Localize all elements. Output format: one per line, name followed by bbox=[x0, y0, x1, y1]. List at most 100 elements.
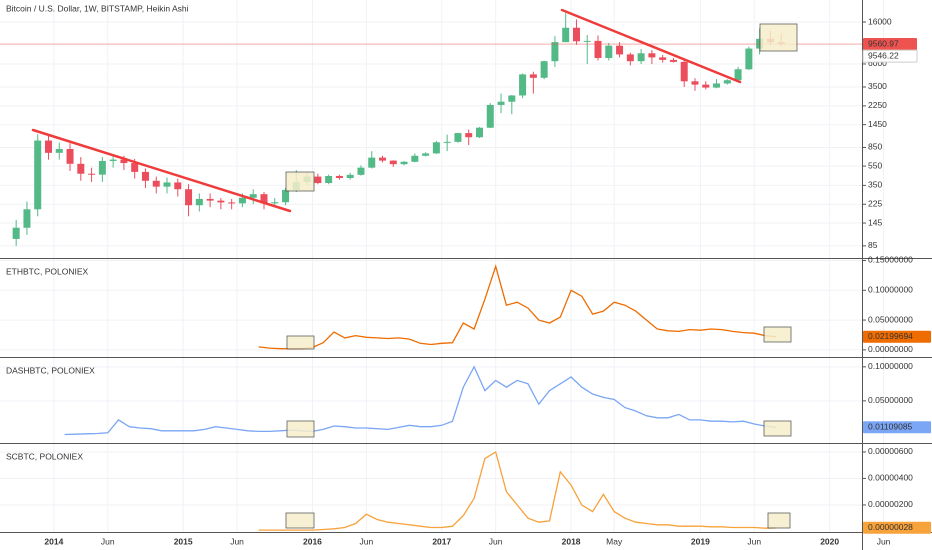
pane-title: Bitcoin / U.S. Dollar, 1W, BITSTAMP, Hei… bbox=[6, 3, 189, 13]
highlight-box bbox=[767, 512, 791, 529]
trend-line bbox=[31, 128, 292, 213]
y-tick-label: 0.00000400 bbox=[868, 473, 913, 483]
y-tick-label: 550 bbox=[868, 160, 882, 170]
candle-body bbox=[228, 202, 236, 204]
y-tick-label: 0.00000600 bbox=[868, 446, 913, 456]
y-tick-label: 0.05000000 bbox=[868, 395, 913, 405]
candle-body bbox=[368, 157, 376, 168]
candle-body bbox=[691, 81, 699, 85]
candle-body bbox=[238, 197, 246, 204]
price-badge bbox=[863, 38, 917, 51]
y-tick-label: 0.00000200 bbox=[868, 499, 913, 509]
highlight-box bbox=[285, 171, 315, 192]
candle-body bbox=[131, 163, 139, 172]
x-tick-label: 2016 bbox=[303, 536, 322, 546]
y-tick-label: 2250 bbox=[868, 100, 887, 110]
candle-body bbox=[626, 54, 634, 62]
candle-body bbox=[379, 157, 387, 161]
series-line bbox=[258, 450, 776, 531]
x-tick-label: Jun bbox=[489, 536, 503, 546]
candle-body bbox=[497, 101, 505, 105]
candle-body bbox=[325, 176, 333, 184]
candle-body bbox=[389, 160, 397, 165]
candle-body bbox=[206, 198, 214, 201]
candle-body bbox=[12, 227, 20, 239]
y-tick-label: 0.00000000 bbox=[868, 344, 913, 354]
candle-body bbox=[249, 194, 257, 198]
label-layer: 2014 Jun 2015 Jun 2016 Jun 2017 Jun 2018 May 2019 J… bbox=[6, 3, 931, 546]
candle-body bbox=[346, 174, 354, 179]
candle-body bbox=[260, 194, 268, 204]
candle-body bbox=[217, 200, 225, 203]
candle-body bbox=[529, 74, 537, 78]
candle-body bbox=[34, 140, 42, 210]
candle-body bbox=[44, 140, 52, 153]
candle-body bbox=[734, 69, 742, 81]
y-tick-label: 350 bbox=[868, 180, 882, 190]
candle-body bbox=[422, 153, 430, 156]
candle-body bbox=[432, 142, 440, 154]
candle-body bbox=[152, 180, 160, 187]
candle-body bbox=[605, 45, 613, 58]
candle-body bbox=[583, 40, 591, 42]
candle-body bbox=[23, 209, 31, 228]
x-tick-label: 2018 bbox=[562, 536, 581, 546]
candle-body bbox=[77, 163, 85, 174]
candle-body bbox=[519, 74, 527, 96]
candle-body bbox=[465, 133, 473, 138]
x-tick-label: Jun bbox=[747, 536, 761, 546]
candle-body bbox=[669, 59, 677, 62]
highlight-box bbox=[759, 23, 798, 52]
candle-body bbox=[195, 198, 203, 206]
candle-body bbox=[411, 155, 419, 162]
price-badge-label: 9560.97 bbox=[868, 38, 899, 48]
x-tick-label: Jun bbox=[877, 536, 891, 546]
drawings bbox=[31, 8, 798, 529]
candle-body bbox=[163, 182, 171, 187]
pane-title: DASHBTC, POLONIEX bbox=[6, 365, 95, 375]
price-badge-label: 0.01109085 bbox=[868, 422, 913, 432]
candle-body bbox=[659, 57, 667, 60]
price-badge-label: 9546.22 bbox=[868, 50, 899, 60]
candle-body bbox=[314, 176, 322, 184]
candle-body bbox=[713, 83, 721, 88]
candle-body bbox=[475, 127, 483, 138]
candle-body bbox=[109, 159, 117, 161]
x-tick-label: 2017 bbox=[432, 536, 451, 546]
candle-body bbox=[454, 133, 462, 142]
trend-line bbox=[560, 8, 742, 84]
pane-title: SCBTC, POLONIEX bbox=[6, 451, 83, 461]
highlight-box bbox=[763, 420, 792, 437]
candle-body bbox=[66, 149, 74, 164]
candle-body bbox=[745, 48, 753, 70]
x-tick-label: 2020 bbox=[820, 536, 839, 546]
y-tick-label: 0.15000000 bbox=[868, 255, 913, 265]
candle-body bbox=[443, 141, 451, 143]
series-line bbox=[258, 264, 776, 350]
highlight-box bbox=[763, 326, 792, 343]
y-tick-label: 850 bbox=[868, 142, 882, 152]
x-tick-label: 2014 bbox=[44, 536, 63, 546]
candle-body bbox=[562, 27, 570, 43]
candle-body bbox=[88, 173, 96, 175]
candle-body bbox=[637, 53, 645, 62]
x-tick-label: Jun bbox=[101, 536, 115, 546]
price-badge-label: 0.00000028 bbox=[868, 522, 913, 532]
candle-body bbox=[282, 189, 290, 203]
y-tick-label: 225 bbox=[868, 199, 882, 209]
candle-body bbox=[335, 176, 343, 179]
y-tick-label: 6000 bbox=[868, 58, 887, 68]
candle-body bbox=[540, 61, 548, 78]
x-tick-label: 2015 bbox=[174, 536, 193, 546]
x-tick-label: Jun bbox=[359, 536, 373, 546]
candle-body bbox=[271, 202, 279, 204]
candle-body bbox=[572, 27, 580, 42]
x-tick-label: 2019 bbox=[691, 536, 710, 546]
y-tick-label: 145 bbox=[868, 217, 882, 227]
candle-body bbox=[174, 182, 182, 190]
candle-body bbox=[141, 171, 149, 181]
y-tick-label: 85 bbox=[868, 240, 878, 250]
